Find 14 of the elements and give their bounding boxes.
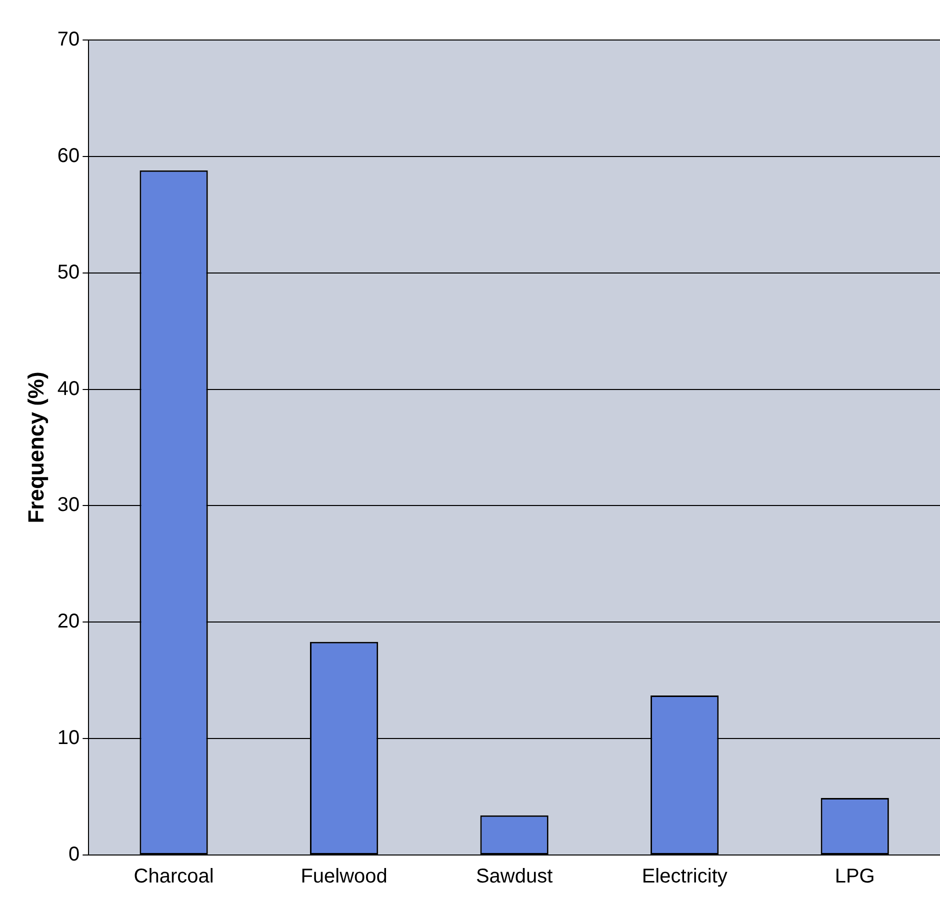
y-axis-title: Frequency (%)	[23, 372, 48, 524]
y-tick-label: 30	[57, 494, 80, 516]
x-tick-label: Fuelwood	[300, 866, 388, 888]
y-tick-label: 50	[57, 261, 80, 284]
y-tick-label: 60	[57, 144, 80, 167]
y-tick-label: 40	[57, 378, 80, 400]
x-tick-label: Charcoal	[134, 866, 214, 888]
x-tick-label: Sawdust	[476, 866, 554, 888]
y-tick-label: 20	[57, 610, 80, 633]
y-tick-label: 0	[68, 844, 80, 866]
x-tick-label: Electricity	[642, 866, 728, 888]
x-tick-label: LPG	[834, 866, 875, 888]
y-tick-label: 70	[57, 28, 80, 51]
y-tick-label: 10	[57, 727, 80, 750]
